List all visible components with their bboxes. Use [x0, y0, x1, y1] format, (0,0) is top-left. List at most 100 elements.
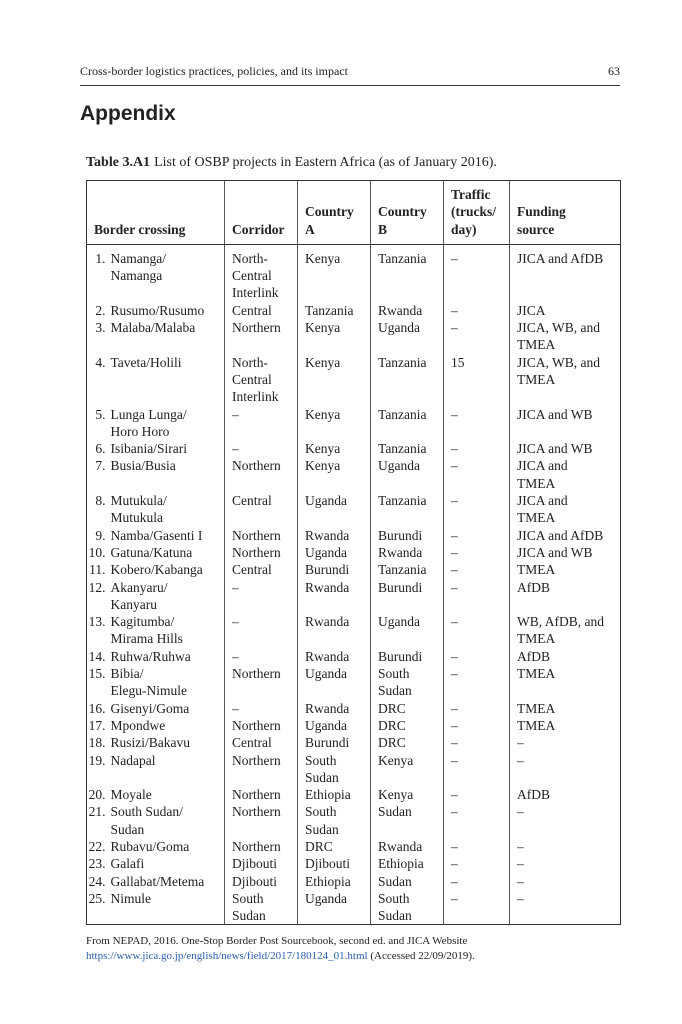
table-cell: JICA and AfDB	[509, 526, 621, 544]
table-cell: North- Central Interlink	[224, 244, 298, 302]
table-cell: Malaba/Malaba	[110, 320, 196, 336]
table-row: 18. Rusizi/Bakavu Central Burundi DRC – –	[87, 734, 621, 752]
table-cell: Rusumo/Rusumo	[110, 302, 205, 318]
row-number: 14.	[88, 648, 106, 664]
table-cell: –	[443, 889, 510, 925]
table-cell: DRC	[370, 699, 444, 717]
table-cell: –	[443, 837, 510, 856]
table-cell: Ethiopia	[297, 786, 371, 804]
table-cell: Tanzania	[297, 301, 371, 320]
table-cell: Kobero/Kabanga	[110, 562, 203, 578]
table-cell: –	[443, 613, 510, 648]
table-cell: Kenya	[297, 244, 371, 302]
table-cell: Rwanda	[370, 837, 444, 856]
table-cell: Kenya	[297, 353, 371, 406]
table-cell: Rwanda	[370, 301, 444, 320]
table-cell: South Sudan	[370, 665, 444, 700]
table-cell: –	[443, 319, 510, 354]
running-title: Cross-border logistics practices, polici…	[80, 64, 348, 78]
table-cell: Northern	[224, 716, 298, 735]
table-cell: DRC	[297, 837, 371, 856]
table-cell: Ruhwa/Ruhwa	[110, 648, 191, 664]
table-cell: –	[224, 440, 298, 458]
table-cell: Kenya	[370, 786, 444, 804]
table-row: 15. Bibia/ Elegu-Nimule Northern Uganda Sout…	[87, 665, 621, 700]
table-row: 25. Nimule South Sudan Uganda South Sudan – –	[87, 889, 621, 925]
row-number: 8.	[95, 493, 106, 509]
row-number: 11.	[89, 562, 106, 578]
table-cell: Burundi	[370, 578, 444, 614]
table-cell: AfDB	[509, 578, 621, 614]
table-row: 11. Kobero/Kabanga Central Burundi Tanzania –…	[87, 561, 621, 579]
table-row: 16. Gisenyi/Goma – Rwanda DRC – TMEA	[87, 699, 621, 717]
table-cell: –	[443, 786, 510, 804]
table-cell: –	[443, 405, 510, 441]
table-cell: Akanyaru/ Kanyaru	[110, 579, 168, 612]
header-rule	[80, 85, 620, 86]
table-cell: –	[443, 578, 510, 614]
table-row: 24. Gallabat/Metema Djibouti Ethiopia Sudan –…	[87, 872, 621, 890]
row-number: 6.	[95, 441, 106, 457]
table-row: 23. Galafi Djibouti Djibouti Ethiopia – –	[87, 855, 621, 873]
table-row: 5. Lunga Lunga/ Horo Horo – Kenya Tanzania – J…	[87, 405, 621, 441]
table-row: 12. Akanyaru/ Kanyaru – Rwanda Burundi – AfDB	[87, 578, 621, 614]
table-cell: Rwanda	[370, 543, 444, 562]
table-cell: JICA, WB, and TMEA	[509, 353, 621, 406]
row-number: 4.	[95, 354, 106, 370]
row-number: 25.	[88, 890, 106, 906]
table-cell: Rwanda	[297, 647, 371, 666]
table-cell: –	[224, 405, 298, 441]
table-cell: Ethiopia	[297, 872, 371, 890]
table-cell: Lunga Lunga/ Horo Horo	[110, 406, 187, 439]
source-link[interactable]: https://www.jica.go.jp/english/news/fiel…	[86, 950, 368, 962]
row-number: 7.	[95, 458, 106, 474]
row-number: 5.	[95, 406, 106, 422]
table-cell: Kenya	[297, 405, 371, 441]
table-cell: Gallabat/Metema	[110, 873, 205, 889]
row-number: 3.	[95, 320, 106, 336]
table-cell: Namba/Gasenti I	[110, 527, 203, 543]
table-cell: Northern	[224, 803, 298, 838]
table-cell: Tanzania	[370, 440, 444, 458]
table-cell: JICA	[509, 301, 621, 320]
column-header: Country A	[297, 180, 371, 245]
source-text: From NEPAD, 2016. One-Stop Border Post S…	[86, 935, 468, 947]
table-row: 22. Rubavu/Goma Northern DRC Rwanda – –	[87, 837, 621, 856]
table-cell: South Sudan	[297, 803, 371, 838]
table-cell: TMEA	[509, 561, 621, 579]
table-cell: Uganda	[297, 543, 371, 562]
row-number: 20.	[88, 787, 106, 803]
table-cell: North- Central Interlink	[224, 353, 298, 406]
table-cell: Kenya	[370, 751, 444, 787]
row-number: 1.	[95, 250, 106, 266]
table-cell: –	[224, 578, 298, 614]
table-cell: –	[509, 803, 621, 838]
table-cell: Taveta/Holili	[110, 354, 182, 370]
table-cell: Northern	[224, 665, 298, 700]
table-cell: –	[443, 734, 510, 752]
table-cell: Gatuna/Katuna	[110, 544, 193, 560]
table-cell: Tanzania	[370, 561, 444, 579]
table-cell: Busia/Busia	[110, 458, 176, 474]
table-cell: –	[443, 699, 510, 717]
table-row: 6. Isibania/Sirari – Kenya Tanzania – JICA and…	[87, 440, 621, 458]
table-cell: –	[224, 699, 298, 717]
row-number: 24.	[88, 873, 106, 889]
table-cell: –	[443, 855, 510, 873]
table: Border crossing Corridor Country A Country …	[86, 180, 622, 926]
source-accessed: (Accessed 22/09/2019).	[370, 950, 475, 962]
table-cell: –	[443, 492, 510, 527]
table-cell: Northern	[224, 751, 298, 787]
table-cell: JICA and TMEA	[509, 492, 621, 527]
table-cell: –	[443, 647, 510, 666]
table-cell: –	[224, 647, 298, 666]
row-number: 22.	[88, 838, 106, 854]
table-row: 21. South Sudan/ Sudan Northern South Sudan…	[87, 803, 621, 838]
table-cell: Nimule	[110, 890, 152, 906]
table-cell: Ethiopia	[370, 855, 444, 873]
caption-label: Table 3.A1	[86, 155, 151, 170]
column-header: Corridor	[224, 180, 298, 245]
row-number: 2.	[95, 302, 106, 318]
table-cell: Sudan	[370, 872, 444, 890]
